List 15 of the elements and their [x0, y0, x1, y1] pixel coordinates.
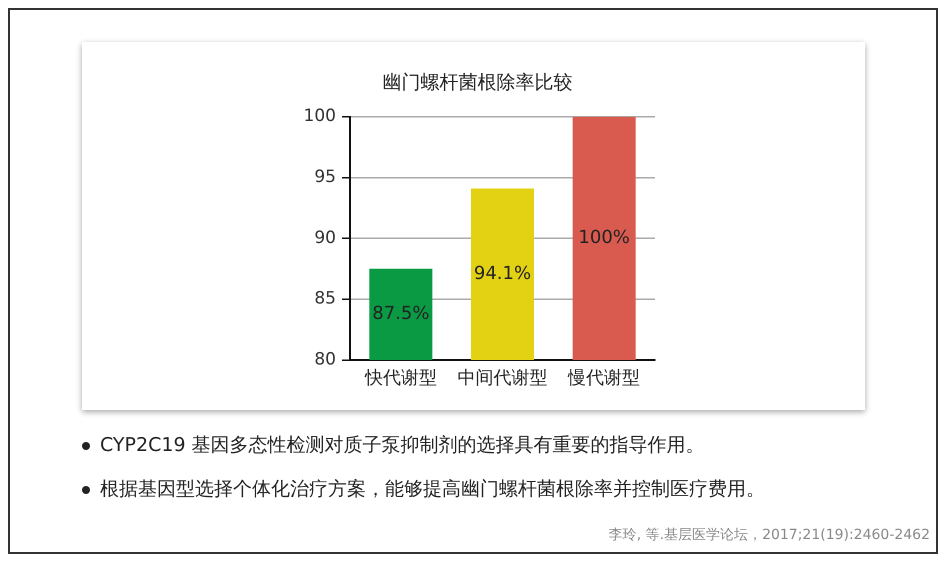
y-tick-label: 90 — [314, 228, 336, 248]
text: 根据基因型选择个体化治疗方案，能够提高幽门螺杆菌根除率并控制医疗费用。 — [100, 478, 765, 500]
y-tick-label: 95 — [314, 167, 336, 188]
data-label: 94.1% — [474, 262, 532, 284]
x-tick-label: 中间代谢型 — [458, 367, 548, 388]
y-tick-label: 80 — [314, 349, 336, 370]
x-tick-label: 快代谢型 — [364, 367, 437, 388]
x-tick-label: 慢代谢型 — [567, 367, 640, 388]
data-label: 87.5% — [372, 303, 430, 324]
text: CYP2C19 基因多态性检测对质子泵抑制剂的选择具有重要的指导作用。 — [100, 434, 705, 456]
data-label: 100% — [578, 227, 630, 248]
text: 李玲, 等.基层医学论坛，2017;21(19):2460-2462 — [608, 526, 930, 544]
y-tick-label: 85 — [314, 288, 336, 309]
chart-title: 幽门螺杆菌根除率比较 — [382, 71, 572, 94]
y-tick-label: 100 — [304, 106, 336, 126]
